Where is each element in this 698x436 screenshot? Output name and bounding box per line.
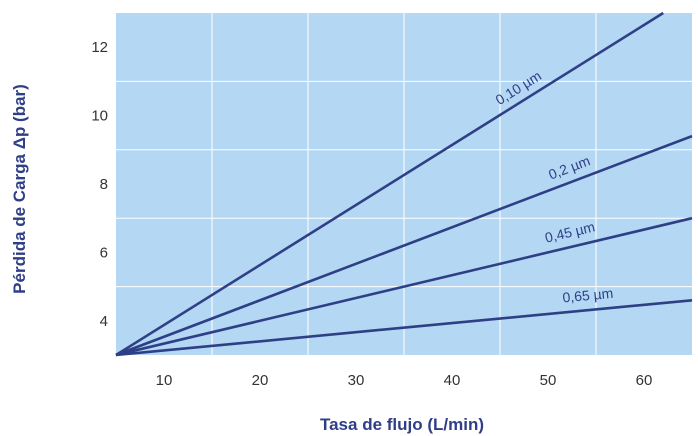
y-axis-ticks: 4 6 8 10 12	[91, 39, 108, 330]
y-tick-label: 12	[91, 39, 108, 56]
x-tick-label: 20	[252, 372, 269, 389]
x-axis-title: Tasa de flujo (L/min)	[320, 415, 484, 434]
x-axis-ticks: 10 20 30 40 50 60	[156, 372, 653, 389]
series-line	[115, 11, 664, 357]
x-tick-label: 40	[444, 372, 461, 389]
x-tick-label: 30	[348, 372, 365, 389]
series-line	[115, 298, 693, 357]
y-tick-label: 8	[100, 176, 108, 193]
series-line	[115, 134, 693, 357]
y-tick-label: 6	[100, 244, 108, 261]
x-tick-label: 50	[540, 372, 557, 389]
y-tick-label: 10	[91, 108, 108, 125]
series-line	[115, 216, 693, 357]
y-axis-title: Pérdida de Carga Δp (bar)	[10, 84, 29, 294]
series-lines	[115, 11, 693, 357]
x-tick-label: 60	[636, 372, 653, 389]
series-label: 0,65 µm	[562, 285, 614, 306]
y-tick-label: 4	[100, 313, 108, 330]
x-tick-label: 10	[156, 372, 173, 389]
